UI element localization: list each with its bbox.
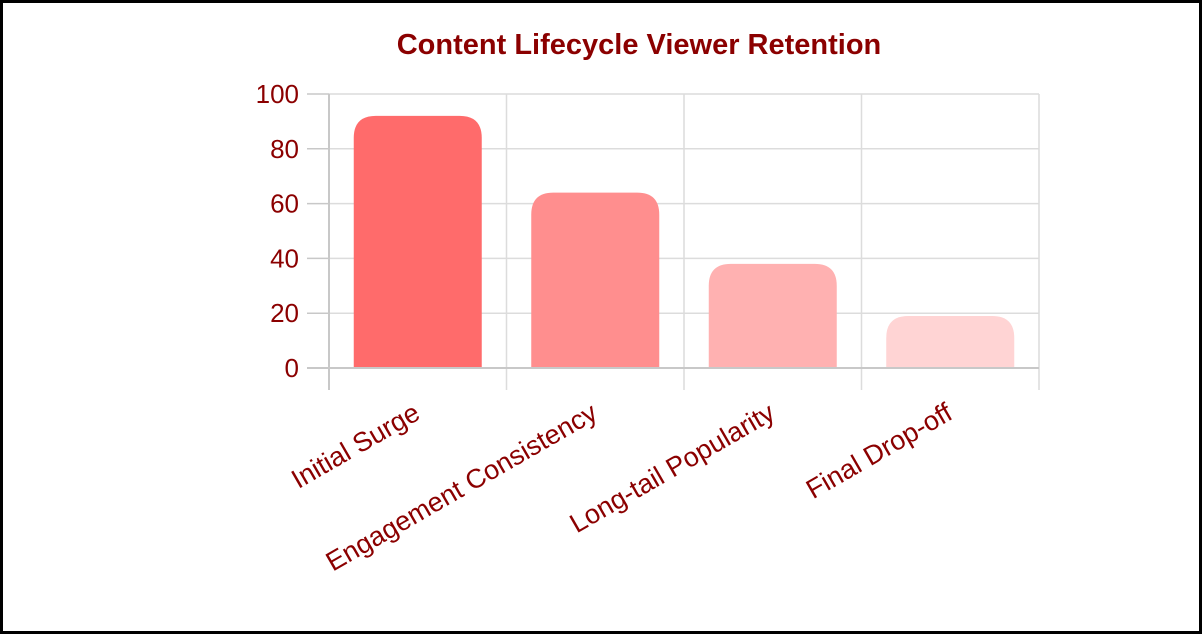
axis-layer [307, 93, 1039, 390]
bar-initial-surge [353, 115, 482, 368]
bar-layer [353, 115, 1015, 368]
y-tick-label: 60 [270, 189, 299, 219]
x-tick-label: Initial Surge [286, 397, 424, 494]
y-tick-label: 0 [285, 353, 299, 383]
x-tick-label: Final Drop-off [801, 397, 958, 505]
bar-final-drop-off [886, 315, 1015, 368]
bar-long-tail-popularity [708, 263, 837, 368]
y-tick-label: 80 [270, 134, 299, 164]
y-tick-label: 40 [270, 243, 299, 273]
chart-title: Content Lifecycle Viewer Retention [396, 29, 882, 61]
y-tick-label: 100 [256, 79, 299, 109]
bar-engagement-consistency [531, 192, 660, 368]
y-tick-label: 20 [270, 298, 299, 328]
